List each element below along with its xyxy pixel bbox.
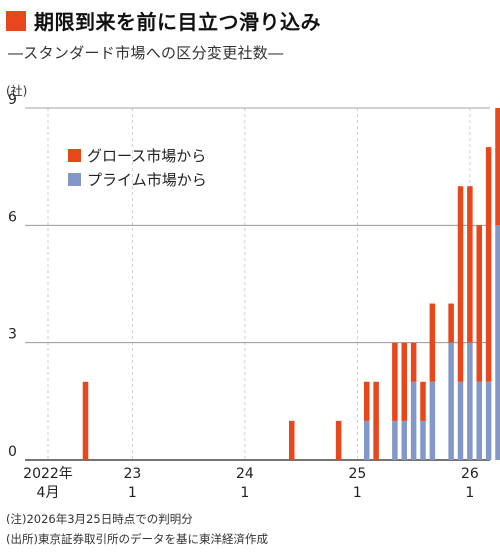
bar-prime [364,420,370,460]
bar-growth [495,108,500,226]
legend-label-growth: グロース市場から [87,146,207,165]
y-tick-label: 6 [8,209,17,225]
y-tick-label: 9 [8,92,17,108]
bar-growth [485,147,492,382]
bar-growth [335,420,342,460]
x-tick-label-month: 1 [240,485,249,501]
legend-label-prime: プライム市場から [87,170,207,189]
legend-item-growth: グロース市場から [68,143,207,167]
title-square-icon [6,10,26,31]
x-tick-label-year: 2022年 [23,466,73,482]
bar-growth [429,303,436,382]
bar-growth [373,381,379,460]
x-tick-label-month: 1 [465,485,474,501]
legend-swatch-growth [68,148,81,162]
bar-growth [392,342,398,421]
chart-title: 期限到来を前に目立つ滑り込み [34,10,321,34]
y-axis-unit: (社) [6,84,28,98]
x-tick-label-month: 1 [353,485,362,501]
x-tick-label-month: 4月 [37,485,60,501]
bar-growth [410,342,417,382]
bar-prime [420,420,426,460]
x-tick-label-year: 25 [348,466,366,482]
footnote: (注)2026年3月25日時点での判明分 [6,512,193,526]
bar-growth [289,420,295,460]
bar-prime [401,420,407,460]
x-tick-label-year: 23 [123,466,141,482]
bar-growth [457,186,464,382]
legend: グロース市場から プライム市場から [68,143,207,191]
bar-prime [476,381,482,460]
y-tick-label: 0 [8,444,17,460]
bar-growth [448,303,454,343]
legend-swatch-prime [68,172,81,186]
bar-prime [467,342,473,460]
bar-prime [410,381,417,460]
x-tick-label-year: 26 [461,466,479,482]
chart-subtitle: ―スタンダード市場への区分変更社数― [8,44,284,62]
bar-growth [476,225,482,382]
bar-prime [457,381,464,460]
x-tick-label-year: 24 [236,466,254,482]
source-note: (出所)東京証券取引所のデータを基に東洋経済作成 [6,532,268,546]
y-tick-label: 3 [8,327,17,343]
bar-growth [364,381,370,421]
bar-prime [392,420,398,460]
title-row: 期限到来を前に目立つ滑り込み [6,6,321,35]
bar-prime [495,225,500,460]
x-tick-label-month: 1 [128,485,137,501]
legend-item-prime: プライム市場から [68,167,207,191]
bar-prime [429,381,436,460]
bar-growth [82,381,89,460]
bar-growth [467,186,473,343]
bar-growth [420,381,426,421]
bar-prime [448,342,454,460]
bar-growth [401,342,407,421]
bar-prime [485,381,492,460]
